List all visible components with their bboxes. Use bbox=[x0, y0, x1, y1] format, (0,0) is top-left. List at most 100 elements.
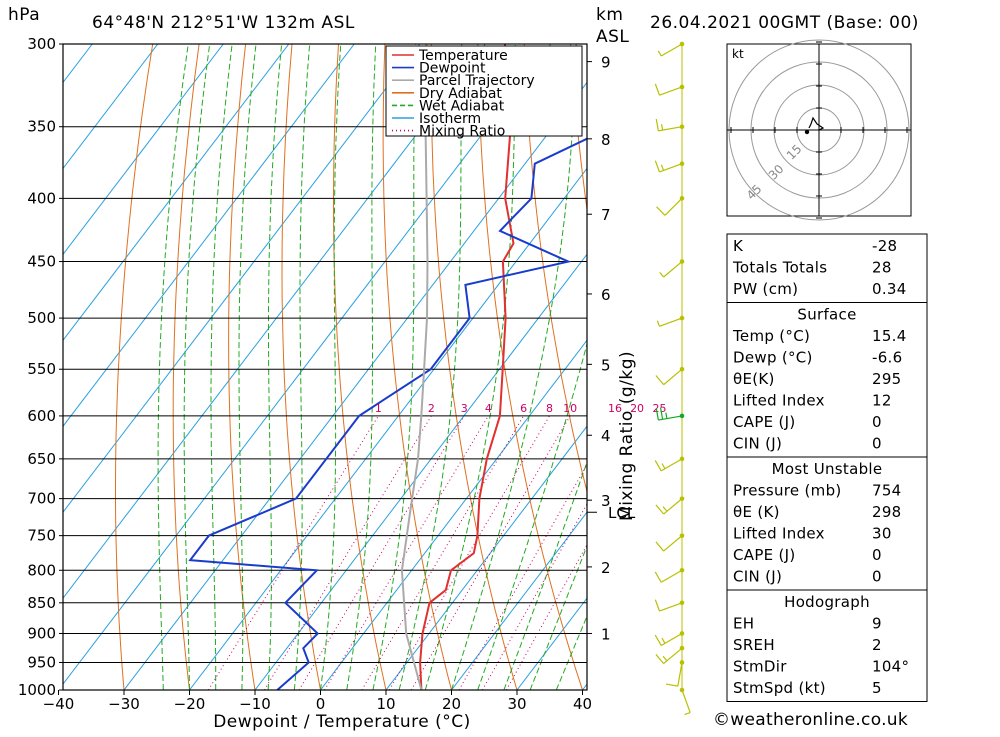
wind-barb bbox=[655, 84, 684, 95]
mixing-ratio-line bbox=[362, 416, 524, 690]
wet-adiabat-line bbox=[239, 44, 256, 690]
plot-frame bbox=[63, 44, 587, 690]
pressure-tick-label: 700 bbox=[27, 490, 56, 508]
hodograph-table-title: Hodograph bbox=[784, 593, 870, 611]
wind-barb bbox=[655, 568, 684, 582]
barb-flag bbox=[666, 684, 678, 686]
mixing-ratio-line bbox=[299, 416, 464, 690]
table-row-value: 12 bbox=[872, 392, 892, 410]
pressure-tick-label: 500 bbox=[27, 309, 56, 327]
pressure-tick-label: 650 bbox=[27, 450, 56, 468]
pressure-tick-label: 450 bbox=[27, 253, 56, 271]
pressure-tick-label: 900 bbox=[27, 624, 56, 642]
table-row-value: 298 bbox=[872, 503, 902, 521]
table-row-label: θE(K) bbox=[733, 370, 775, 388]
km-tick-label: 8 bbox=[601, 131, 611, 149]
barb-flag bbox=[655, 84, 659, 95]
wind-barb bbox=[657, 196, 685, 215]
barb-staff bbox=[664, 262, 682, 277]
wind-barb bbox=[656, 119, 684, 131]
barb-dot bbox=[680, 660, 685, 665]
table-row-label: Totals Totals bbox=[732, 259, 827, 277]
barb-dot bbox=[680, 631, 685, 636]
barb-staff bbox=[659, 87, 682, 95]
temp-tick-label: 30 bbox=[507, 695, 526, 713]
pressure-tick-label: 750 bbox=[27, 527, 56, 545]
dry-adiabat-line bbox=[173, 44, 199, 690]
barb-dot bbox=[680, 124, 685, 129]
barb-staff bbox=[661, 459, 682, 471]
barb-dot bbox=[680, 568, 685, 573]
mixing-ratio-label: 8 bbox=[546, 402, 553, 415]
barb-flag bbox=[655, 572, 661, 582]
legend-entry: Mixing Ratio bbox=[419, 124, 505, 140]
barb-half-flag bbox=[662, 124, 663, 130]
temp-tick-label: −40 bbox=[43, 695, 75, 713]
table-row-value: 0 bbox=[872, 435, 882, 453]
table-row-label: SREH bbox=[733, 636, 775, 654]
barb-flag bbox=[655, 635, 661, 645]
temp-tick-label: 40 bbox=[573, 695, 592, 713]
plot-border bbox=[63, 44, 587, 690]
temp-tick-label: 10 bbox=[376, 695, 395, 713]
table-row-label: Temp (°C) bbox=[732, 327, 810, 345]
barb-staff bbox=[678, 662, 682, 686]
table-row-label: StmSpd (kt) bbox=[733, 679, 826, 697]
wet-adiabat-line bbox=[321, 44, 341, 690]
barb-dot bbox=[680, 600, 685, 605]
pressure-tick-label: 300 bbox=[27, 35, 56, 53]
pressure-tick-label: 550 bbox=[27, 360, 56, 378]
table-row-label: K bbox=[733, 237, 744, 255]
barb-half-flag bbox=[657, 321, 659, 327]
table-row-label: PW (cm) bbox=[733, 280, 798, 298]
mixing-ratio-label: 2 bbox=[428, 402, 435, 415]
barb-staff bbox=[664, 499, 682, 514]
table-row-label: Pressure (mb) bbox=[733, 482, 842, 500]
barb-dot bbox=[680, 367, 685, 372]
barb-half-flag bbox=[662, 638, 665, 643]
barb-flag bbox=[656, 505, 664, 514]
pressure-tick-label: 350 bbox=[27, 118, 56, 136]
table-row-value: 5 bbox=[872, 679, 882, 697]
table-row-value: -28 bbox=[872, 237, 897, 255]
km-tick-label: 2 bbox=[601, 559, 611, 577]
footer-credit: ©weatheronline.co.uk bbox=[713, 710, 908, 730]
mixing-ratio-line bbox=[389, 416, 549, 690]
pressure-tick-label: 950 bbox=[27, 653, 56, 671]
dry-adiabat-line bbox=[942, 44, 1000, 690]
barb-staff bbox=[659, 603, 682, 611]
wind-barb bbox=[656, 367, 684, 385]
mixing-ratio-label: 25 bbox=[653, 402, 667, 415]
barb-dot bbox=[680, 414, 685, 419]
wet-adiabat-line bbox=[399, 44, 462, 690]
barb-half-flag bbox=[663, 507, 667, 512]
table-row-value: 754 bbox=[872, 482, 902, 500]
wind-barb bbox=[680, 688, 691, 715]
hodograph-unit: kt bbox=[732, 47, 744, 61]
left-unit-label: hPa bbox=[8, 5, 40, 25]
temp-tick-label: −10 bbox=[239, 695, 271, 713]
table-row-value: 9 bbox=[872, 615, 882, 633]
barb-dot bbox=[680, 259, 685, 264]
km-tick-label: 9 bbox=[601, 54, 611, 72]
wind-barb bbox=[660, 259, 685, 277]
barb-dot bbox=[680, 688, 685, 693]
wind-barb bbox=[658, 42, 684, 56]
barb-dot bbox=[680, 196, 685, 201]
wet-adiabat-line bbox=[347, 44, 376, 690]
hodograph-storm-motion bbox=[805, 130, 809, 134]
isotherm-line bbox=[255, 44, 747, 690]
barb-half-flag bbox=[666, 413, 667, 419]
km-tick-label: 1 bbox=[601, 625, 611, 643]
lcl-label: LCL bbox=[608, 504, 636, 522]
series-temperature bbox=[420, 44, 513, 690]
mixing-ratio-label: 1 bbox=[375, 402, 382, 415]
table-row-label: EH bbox=[733, 615, 754, 633]
barb-flag bbox=[656, 542, 664, 551]
dry-adiabat-line bbox=[229, 44, 255, 690]
barb-dot bbox=[680, 85, 685, 90]
wind-barb-column bbox=[655, 42, 690, 715]
